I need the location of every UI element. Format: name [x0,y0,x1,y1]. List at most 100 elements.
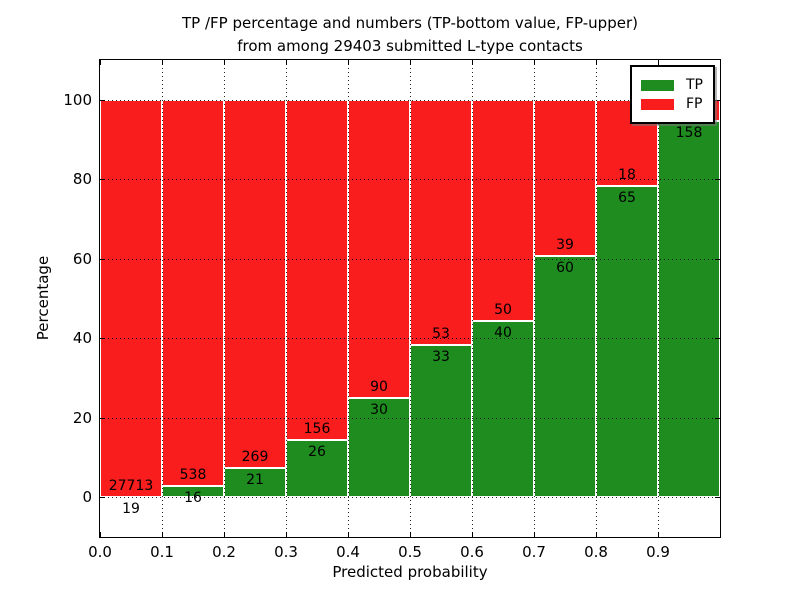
y-tick-mark-right [715,338,720,340]
horizontal-gridline [100,338,720,340]
x-tick-mark [410,532,411,537]
y-tick-label: 0 [82,488,92,507]
x-tick-label: 0.8 [584,543,608,561]
fp-legend-swatch [641,98,674,110]
x-tick-label: 0.1 [150,543,174,561]
vertical-gridline [596,60,597,537]
x-tick-mark [100,532,101,537]
x-tick-mark [286,532,287,537]
x-tick-mark-top [410,60,411,65]
x-tick-mark-top [100,60,101,65]
x-tick-mark [162,532,163,537]
legend: TP FP [630,65,715,124]
y-tick-mark [100,99,105,101]
gridlines-layer [100,60,720,537]
x-tick-mark [348,532,349,537]
x-tick-mark [658,532,659,537]
fp-count-label: 27713 [108,477,154,494]
plot-area: 27713 19 538 16 269 21 156 26 90 30 53 33 50 40 39 60 18… [99,59,721,538]
y-tick-mark [100,417,105,419]
x-tick-label: 0.7 [522,543,546,561]
x-axis-label: Predicted probability [332,563,488,581]
x-tick-mark-top [658,60,659,65]
x-tick-label: 0.2 [212,543,236,561]
x-tick-label: 0.5 [398,543,422,561]
y-tick-mark-right [715,179,720,181]
horizontal-gridline [100,497,720,499]
y-tick-mark-right [715,417,720,419]
vertical-gridline [472,60,473,537]
tp-count-label: 21 [246,472,264,489]
chart-title-line1: TP /FP percentage and numbers (TP-bottom… [182,14,638,32]
tp-count-label: 26 [308,444,326,461]
x-tick-mark [596,532,597,537]
tp-count-label: 16 [184,489,202,506]
tp-bar-segment [472,320,534,498]
annotations-layer: 27713 19 538 16 269 21 156 26 90 30 53 33 50 40 39 60 18… [100,60,720,537]
y-tick-label: 80 [72,170,92,189]
vertical-gridline [534,60,535,537]
fp-count-label: 18 [618,166,636,183]
fp-bar-segment [100,99,162,497]
tp-bar-segment [534,256,596,498]
fp-legend-label: FP [686,96,703,112]
tp-count-label: 40 [494,324,512,341]
tp-count-label: 33 [432,348,450,365]
x-tick-label: 0.9 [646,543,670,561]
horizontal-gridline [100,179,720,181]
x-tick-mark-top [286,60,287,65]
x-tick-label: 0.6 [460,543,484,561]
horizontal-gridline [100,99,720,101]
y-tick-mark [100,338,105,340]
fp-count-label: 156 [303,421,331,438]
vertical-gridline [658,60,659,537]
tp-count-label: 60 [556,260,574,277]
x-tick-mark-top [348,60,349,65]
x-tick-mark [472,532,473,537]
bars-layer [100,60,720,537]
chart-title: TP /FP percentage and numbers (TP-bottom… [100,12,720,57]
x-tick-mark-top [472,60,473,65]
fp-count-label: 538 [179,466,207,483]
tp-bar-segment [286,440,348,498]
tp-count-label: 65 [618,189,636,206]
tp-bar-segment [224,468,286,498]
y-axis-label: Percentage [34,255,52,341]
fp-count-label: 53 [432,325,450,342]
chart-title-line2: from among 29403 submitted L-type contac… [237,36,583,55]
fp-count-label: 90 [370,378,388,395]
x-tick-label: 0.0 [88,543,112,561]
y-tick-mark-right [715,258,720,260]
x-tick-mark-top [162,60,163,65]
vertical-gridline [162,60,163,537]
y-tick-mark-right [715,497,720,499]
tp-legend-label: TP [686,77,703,93]
y-tick-label: 40 [72,329,92,348]
fp-count-label: 50 [494,301,512,318]
y-tick-label: 60 [72,249,92,268]
fp-count-label: 269 [241,449,269,466]
y-tick-label: 100 [63,90,92,109]
vertical-gridline [286,60,287,537]
fp-count-label: 39 [556,237,574,254]
x-tick-label: 0.3 [274,543,298,561]
y-tick-mark-right [715,99,720,101]
x-tick-label: 0.4 [336,543,360,561]
y-tick-mark [100,497,105,499]
x-tick-mark [224,532,225,537]
legend-item-fp: FP [641,96,703,112]
y-tick-mark [100,258,105,260]
tp-count-label: 30 [370,401,388,418]
fp-bar-segment [472,99,534,321]
fp-bar-segment [410,99,472,345]
fp-bar-segment [224,99,286,469]
y-tick-mark [100,179,105,181]
tp-count-label: 19 [122,500,140,517]
y-tick-label: 20 [72,408,92,427]
x-tick-mark-top [596,60,597,65]
x-tick-mark [534,532,535,537]
horizontal-gridline [100,258,720,260]
vertical-gridline [224,60,225,537]
legend-item-tp: TP [641,77,703,93]
